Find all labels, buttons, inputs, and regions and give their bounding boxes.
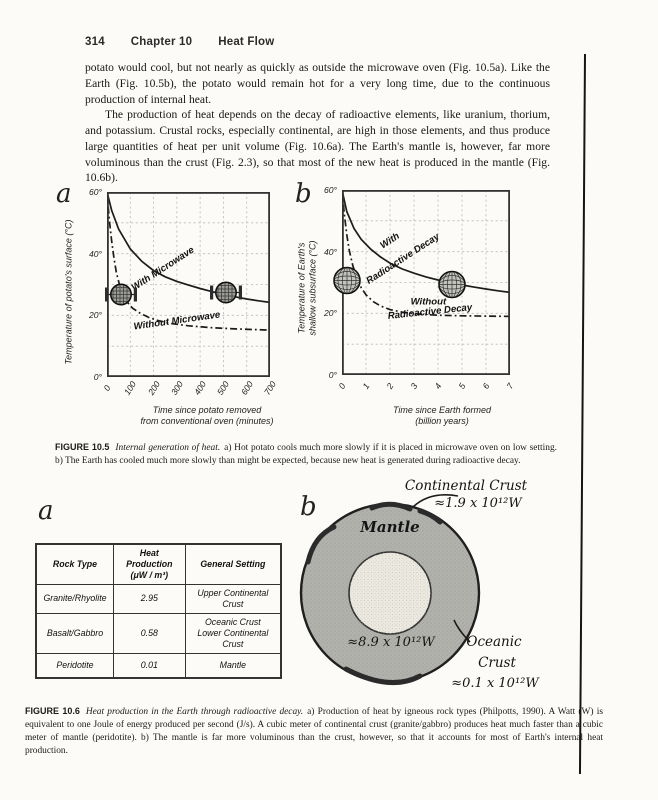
x-tick-label: 600 — [238, 379, 255, 397]
table-row: Granite/Rhyolite 2.95 Upper Continental … — [35, 583, 282, 614]
figure-10-5-caption: FIGURE 10.5 Internal generation of heat. a… — [55, 441, 557, 468]
general-setting-cell: Oceanic Crust Lower Continental Crust — [184, 612, 282, 654]
continental-crust-value: ≈1.9 x 10¹²W — [434, 496, 522, 511]
figure-10-5-chart-a: a Temperature of potato's surface (°C) T… — [52, 179, 310, 431]
leader-lines — [412, 494, 471, 643]
panel-a-letter: a — [56, 179, 72, 209]
series-without-radioactive-decay — [342, 190, 510, 318]
earth-icon — [437, 270, 467, 305]
y-tick-label: 20° — [89, 310, 102, 321]
heat-production-table: Rock Type Heat Production (μW / m³) Gene… — [35, 543, 282, 679]
chapter-label: Chapter 10 — [130, 36, 193, 48]
potato-icon — [104, 282, 138, 311]
panel-b-letter: b — [295, 179, 312, 209]
x-tick-label: 5 — [456, 381, 468, 391]
x-tick-label: 700 — [261, 379, 279, 397]
paragraph: The production of heat depends on the de… — [85, 108, 550, 185]
x-tick-label: 500 — [215, 379, 232, 397]
running-head: 314 Chapter 10 Heat Flow — [85, 36, 300, 48]
x-tick-label: 1 — [360, 381, 372, 391]
earth-icon — [332, 265, 362, 300]
x-axis-label: Time since potato removed from conventio… — [140, 405, 274, 427]
series-with-radioactive-decay — [342, 190, 510, 294]
x-tick-label: 100 — [122, 379, 139, 397]
figure-10-5-chart-b: b Temperature of Earth's shallow subsurf… — [287, 179, 545, 431]
figure-10-5: a Temperature of potato's surface (°C) T… — [0, 179, 658, 431]
y-axis-label: Temperature of Earth's shallow subsurfac… — [296, 240, 318, 336]
gridlines — [107, 192, 270, 377]
table-header-rock-type: Rock Type — [35, 543, 114, 585]
caption-text: a) Production of heat by igneous rock ty… — [25, 707, 603, 757]
x-tick-label: 6 — [480, 381, 492, 391]
x-tick-label: 4 — [432, 381, 444, 391]
rock-type-cell: Basalt/Gabbro — [35, 612, 114, 654]
y-axis-label: Temperature of potato's surface (°C) — [63, 219, 74, 365]
core-circle — [348, 551, 432, 635]
mantle-value: ≈8.9 x 10¹²W — [347, 635, 435, 650]
general-setting-cell: Mantle — [184, 652, 282, 679]
x-tick-label: 200 — [145, 379, 162, 397]
caption-title: Heat production in the Earth through rad… — [85, 707, 304, 718]
table-row: Peridotite 0.01 Mantle — [35, 652, 282, 679]
curve-label: Without — [410, 296, 447, 308]
y-tick-label: 0° — [93, 372, 102, 382]
x-tick-label: 3 — [408, 381, 420, 391]
oceanic-crust-label: Oceanic — [466, 634, 522, 650]
caption-text: a) Hot potato cools much more slowly if … — [55, 443, 557, 467]
body-text: potato would cool, but not nearly as qui… — [85, 60, 550, 186]
x-tick-label: 7 — [504, 381, 516, 391]
figure-10-6-panel-a-letter: a — [38, 496, 54, 526]
table-header-general-setting: General Setting — [184, 543, 282, 585]
general-setting-cell: Upper Continental Crust — [184, 583, 282, 614]
plot-border — [107, 192, 270, 377]
oceanic-crust-value: ≈0.1 x 10¹²W — [451, 676, 539, 691]
crust-patches — [305, 501, 443, 686]
caption-label: FIGURE 10.5 — [55, 442, 110, 453]
page-number: 314 — [85, 36, 105, 48]
x-axis-label: Time since Earth formed (billion years) — [393, 405, 491, 427]
y-tick-label: 20° — [324, 308, 337, 319]
earth-cross-section-diagram — [299, 494, 481, 686]
y-tick-label: 40° — [89, 248, 102, 259]
x-tick-label: 400 — [192, 379, 209, 397]
figure-10-6-caption: FIGURE 10.6 Heat production in the Earth … — [25, 705, 603, 758]
y-tick-label: 40° — [324, 246, 337, 257]
heat-production-cell: 0.58 — [112, 612, 186, 654]
table-row: Basalt/Gabbro 0.58 Oceanic Crust Lower C… — [35, 612, 282, 654]
y-tick-label: 60° — [89, 187, 102, 197]
mantle-label: Mantle — [360, 518, 420, 536]
chapter-title: Heat Flow — [218, 36, 275, 48]
continental-crust-label: Continental Crust — [404, 478, 528, 494]
heat-production-cell: 2.95 — [112, 583, 186, 614]
x-tick-label: 2 — [384, 381, 396, 391]
rock-type-cell: Peridotite — [35, 652, 114, 679]
paragraph: potato would cool, but not nearly as qui… — [85, 61, 550, 106]
oceanic-crust-label: Crust — [478, 655, 516, 671]
series-without-microwave — [107, 192, 270, 331]
figure-10-6-panel-b-letter: b — [300, 492, 317, 522]
table-header-heat-production: Heat Production (μW / m³) — [112, 543, 186, 585]
heat-production-cell: 0.01 — [112, 652, 186, 679]
caption-title: Internal generation of heat. — [115, 443, 221, 454]
y-tick-label: 0° — [328, 370, 337, 380]
y-tick-label: 60° — [324, 185, 337, 195]
caption-label: FIGURE 10.6 — [25, 706, 80, 717]
x-tick-label: 300 — [168, 379, 185, 397]
rock-type-cell: Granite/Rhyolite — [35, 583, 114, 614]
potato-icon — [209, 281, 243, 310]
